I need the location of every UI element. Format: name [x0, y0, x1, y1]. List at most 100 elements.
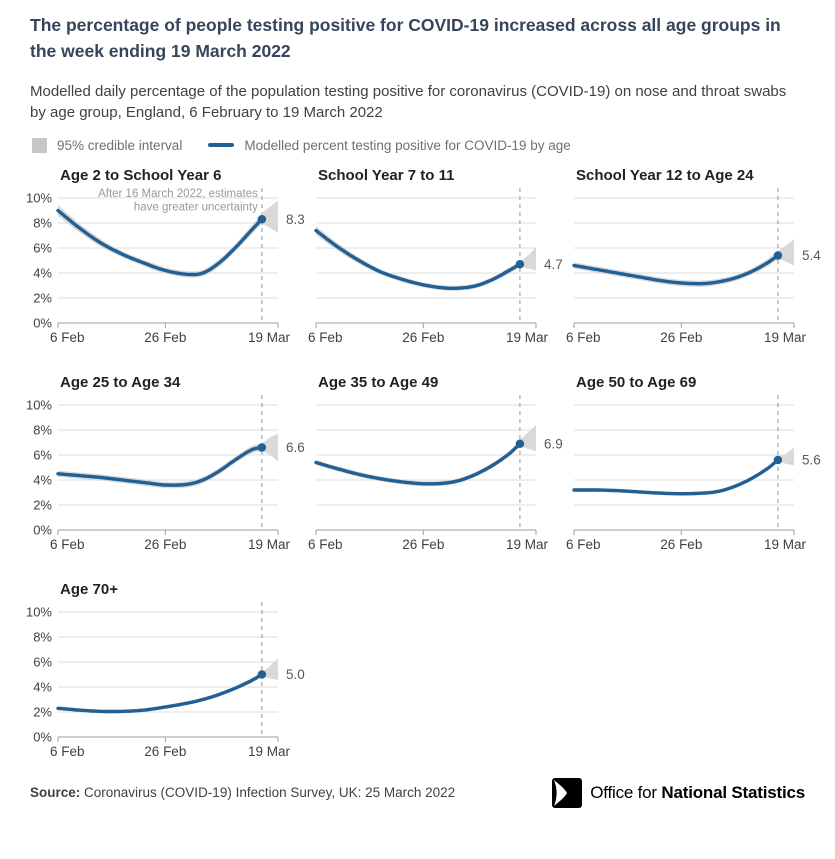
modelled-line — [572, 253, 780, 285]
subplot-age-2-to-school-year-6: Age 2 to School Year 6 0% 2% 4% 6% 8% 10% 6 Feb… — [26, 166, 305, 350]
source-text: Coronavirus (COVID-19) Infection Survey,… — [84, 785, 456, 800]
y-tick-label: 8% — [33, 215, 52, 230]
subplot-school-year-7-to-11: School Year 7 to 11 6 Feb 26 Feb 19 Mar 4.7 — [308, 166, 563, 350]
ons-logo-text-bold: National Statistics — [661, 782, 805, 802]
x-tick-label: 19 Mar — [248, 537, 291, 552]
source-line: Source: Coronavirus (COVID-19) Infection… — [30, 785, 455, 800]
y-tick-label: 4% — [33, 679, 52, 694]
y-tick-label: 2% — [33, 704, 52, 719]
end-value-label: 5.6 — [802, 452, 821, 467]
source-prefix: Source: — [30, 785, 81, 800]
end-value-label: 8.3 — [286, 211, 305, 226]
x-tick-label: 6 Feb — [566, 537, 601, 552]
x-tick-label: 6 Feb — [566, 330, 601, 345]
subplot-age-25-to-age-34: Age 25 to Age 34 0% 2% 4% 6% 8% 10% 6 Feb 26 Feb… — [26, 373, 305, 557]
end-point-dot — [257, 442, 267, 452]
y-tick-label: 6% — [33, 447, 52, 462]
end-point-dot — [515, 259, 525, 268]
modelled-line — [314, 228, 522, 290]
subplot-age-35-to-age-49: Age 35 to Age 49 6 Feb 26 Feb 19 Mar 6.9 — [308, 373, 563, 557]
subplot-title: Age 35 to Age 49 — [318, 373, 439, 391]
subplot-title: Age 2 to School Year 6 — [60, 166, 222, 184]
x-tick-label: 19 Mar — [506, 330, 549, 345]
end-value-label: 6.6 — [286, 440, 305, 455]
modelled-line-swatch-icon — [208, 143, 235, 147]
x-tick-label: 26 Feb — [144, 330, 186, 345]
y-tick-label: 0% — [33, 729, 52, 744]
y-tick-label: 0% — [33, 522, 52, 537]
x-tick-label: 26 Feb — [144, 537, 186, 552]
ons-logo: Office for National Statistics — [552, 777, 805, 808]
x-tick-label: 26 Feb — [402, 537, 444, 552]
end-value-label: 4.7 — [544, 256, 563, 271]
subplot-title: Age 25 to Age 34 — [60, 373, 181, 391]
x-tick-label: 6 Feb — [308, 537, 343, 552]
credible-interval-band — [316, 225, 536, 291]
x-tick-label: 6 Feb — [50, 744, 85, 759]
y-tick-label: 2% — [33, 290, 52, 305]
y-tick-label: 8% — [33, 422, 52, 437]
y-tick-label: 10% — [26, 190, 52, 205]
chart-legend: 95% credible interval Modelled percent t… — [32, 137, 805, 153]
end-point-dot — [257, 669, 267, 679]
end-value-label: 6.9 — [544, 436, 563, 451]
chart-canvas: 6 Feb 26 Feb 19 Mar 5.4 — [566, 187, 821, 345]
credible-interval-band — [316, 424, 536, 486]
credible-interval-band — [574, 238, 794, 287]
page-subtitle: Modelled daily percentage of the populat… — [30, 82, 787, 121]
modelled-line — [56, 672, 264, 713]
page-header: The percentage of people testing positiv… — [30, 12, 805, 123]
end-point-dot — [257, 214, 267, 223]
chart-canvas: 6 Feb 26 Feb 19 Mar 6.9 — [308, 394, 563, 552]
modelled-line — [56, 445, 264, 487]
ons-logo-text: Office for National Statistics — [590, 783, 805, 803]
chart-canvas: 0% 2% 4% 6% 8% 10% 6 Feb 26 Feb 19 Mar 6.6 — [26, 394, 305, 552]
uncertainty-annotation: have greater uncertainty — [134, 201, 258, 213]
x-tick-label: 26 Feb — [402, 330, 444, 345]
x-tick-label: 26 Feb — [660, 330, 702, 345]
x-tick-label: 19 Mar — [248, 744, 291, 759]
x-tick-label: 19 Mar — [248, 330, 291, 345]
subplot-title: Age 70+ — [60, 580, 118, 598]
legend-line-label: Modelled percent testing positive for CO… — [244, 137, 571, 153]
y-tick-label: 10% — [26, 397, 52, 412]
end-point-dot — [773, 455, 783, 464]
subplot-title: Age 50 to Age 69 — [576, 373, 697, 391]
y-tick-label: 10% — [26, 604, 52, 619]
ons-logo-text-regular: Office for — [590, 782, 662, 802]
x-tick-label: 19 Mar — [764, 330, 807, 345]
y-tick-label: 6% — [33, 654, 52, 669]
modelled-line — [572, 457, 780, 496]
chart-canvas: 6 Feb 26 Feb 19 Mar 4.7 — [308, 187, 563, 345]
subplot-age-70-: Age 70+ 0% 2% 4% 6% 8% 10% 6 Feb 26 Feb 19 Mar 5.0 — [26, 580, 305, 764]
y-tick-label: 4% — [33, 265, 52, 280]
page-title: The percentage of people testing positiv… — [30, 15, 781, 62]
x-tick-label: 19 Mar — [506, 537, 549, 552]
small-multiples-grid: Age 2 to School Year 6 0% 2% 4% 6% 8% 10% 6 Feb… — [26, 166, 821, 764]
y-tick-label: 0% — [33, 315, 52, 330]
y-tick-label: 8% — [33, 629, 52, 644]
legend-interval-label: 95% credible interval — [57, 137, 183, 153]
subplot-age-50-to-age-69: Age 50 to Age 69 6 Feb 26 Feb 19 Mar 5.6 — [566, 373, 821, 557]
chart-canvas: 6 Feb 26 Feb 19 Mar 5.6 — [566, 394, 821, 552]
end-point-dot — [773, 250, 783, 260]
end-value-label: 5.0 — [286, 667, 305, 682]
x-tick-label: 26 Feb — [144, 744, 186, 759]
ons-logo-icon — [552, 777, 583, 808]
y-tick-label: 2% — [33, 497, 52, 512]
subplot-title: School Year 12 to Age 24 — [576, 166, 754, 184]
chart-canvas: 0% 2% 4% 6% 8% 10% 6 Feb 26 Feb 19 Mar 5.0 — [26, 601, 305, 759]
y-tick-label: 4% — [33, 472, 52, 487]
end-point-dot — [515, 439, 525, 448]
x-tick-label: 26 Feb — [660, 537, 702, 552]
subplot-school-year-12-to-age-24: School Year 12 to Age 24 6 Feb 26 Feb 19 Ma… — [566, 166, 821, 350]
modelled-line — [314, 441, 522, 485]
chart-canvas: 0% 2% 4% 6% 8% 10% 6 Feb 26 Feb 19 Mar 8.3 After 1… — [26, 187, 305, 345]
x-tick-label: 19 Mar — [764, 537, 807, 552]
x-tick-label: 6 Feb — [308, 330, 343, 345]
end-value-label: 5.4 — [802, 248, 821, 263]
modelled-line — [56, 208, 264, 276]
subplot-title: School Year 7 to 11 — [318, 166, 455, 184]
x-tick-label: 6 Feb — [50, 330, 85, 345]
